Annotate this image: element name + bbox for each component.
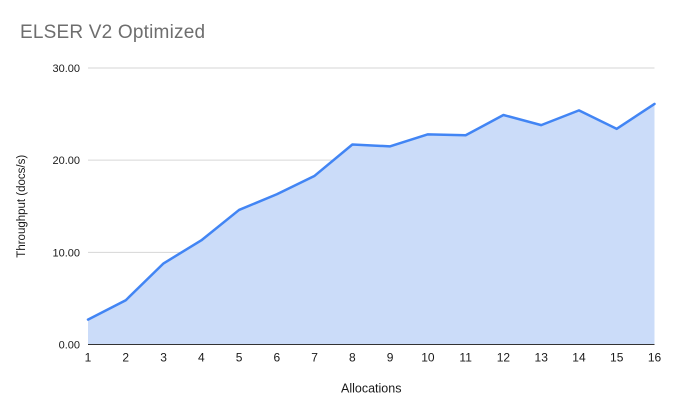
x-tick-label: 13	[535, 351, 549, 365]
x-tick-label: 7	[311, 351, 318, 365]
x-tick-label: 4	[198, 351, 205, 365]
x-tick-label: 10	[421, 351, 435, 365]
x-tick-label: 14	[572, 351, 586, 365]
x-tick-label: 6	[273, 351, 280, 365]
series-line	[86, 102, 656, 321]
y-tick-label: 30.00	[52, 63, 80, 75]
x-tick-label: 9	[387, 351, 394, 365]
area-fill	[88, 103, 655, 345]
x-tick-label: 12	[497, 351, 511, 365]
x-tick-label: 16	[648, 351, 662, 365]
x-axis-title: Allocations	[341, 382, 401, 396]
y-axis-title: Throughput (docs/s)	[16, 155, 28, 258]
chart-title: ELSER V2 Optimized	[20, 22, 206, 43]
x-tick-label: 8	[349, 351, 356, 365]
y-tick-label: 20.00	[52, 155, 80, 167]
x-tick-label: 1	[85, 351, 92, 365]
y-tick-label: 0.00	[59, 340, 80, 352]
x-tick-label: 15	[610, 351, 624, 365]
x-tick-label: 5	[236, 351, 243, 365]
x-tick-label: 3	[160, 351, 167, 365]
y-tick-label: 10.00	[52, 247, 80, 259]
x-tick-label: 2	[122, 351, 129, 365]
x-tick-label: 11	[459, 351, 472, 365]
